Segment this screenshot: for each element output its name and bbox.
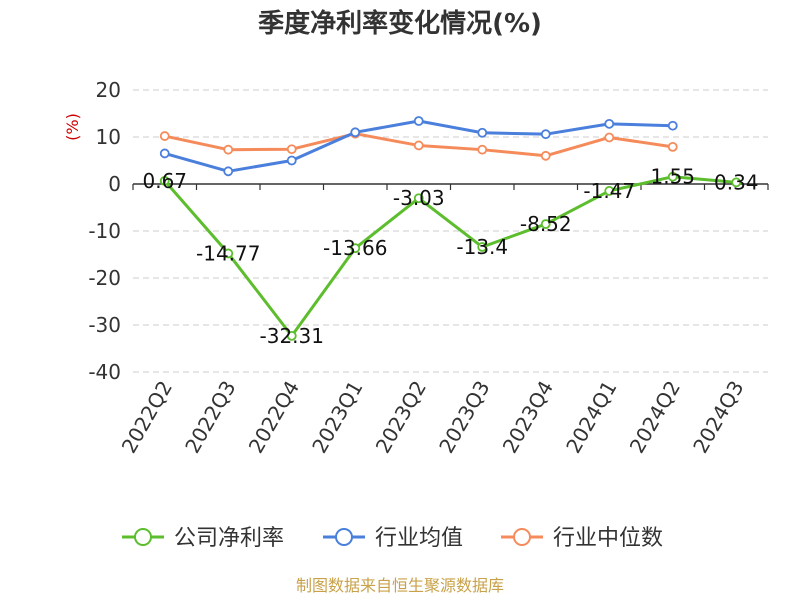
legend-label: 行业均值 <box>375 526 463 551</box>
legend-label: 行业中位数 <box>553 526 663 551</box>
data-label: -13.4 <box>456 235 508 259</box>
data-label: -1.47 <box>583 179 635 203</box>
data-point <box>286 155 297 166</box>
data-point <box>667 120 678 131</box>
data-point <box>667 171 678 182</box>
legend-marker <box>335 528 353 546</box>
y-tick-label: 0 <box>108 172 121 196</box>
data-point <box>159 148 170 159</box>
data-point <box>540 219 551 229</box>
y-tick-label: -30 <box>88 313 121 337</box>
data-point <box>350 127 361 138</box>
data-point <box>223 144 234 155</box>
y-axis-label: (%) <box>63 113 82 141</box>
data-label: -8.52 <box>520 212 572 236</box>
data-point <box>286 330 297 341</box>
data-label: 1.55 <box>650 165 695 189</box>
x-tick-label: 2024Q2 <box>625 377 685 458</box>
legend-marker <box>134 528 152 546</box>
legend-label: 公司净利率 <box>174 526 284 551</box>
data-point <box>350 243 361 254</box>
data-point <box>413 116 424 126</box>
source-note: 制图数据来自恒生聚源数据库 <box>296 576 504 595</box>
data-point <box>667 141 678 152</box>
data-point <box>477 127 488 138</box>
y-tick-label: 20 <box>96 78 121 102</box>
data-point <box>413 193 424 204</box>
data-point <box>604 132 615 143</box>
y-tick-label: -40 <box>88 360 121 384</box>
data-point <box>286 144 297 155</box>
x-tick-label: 2022Q3 <box>180 377 240 458</box>
data-point <box>159 131 170 141</box>
y-tick-label: 10 <box>96 125 121 149</box>
data-point <box>413 140 424 151</box>
x-tick-label: 2024Q3 <box>688 377 748 458</box>
data-point <box>604 186 615 196</box>
data-label: -32.31 <box>260 324 324 348</box>
data-point <box>223 248 234 259</box>
x-tick-label: 2022Q4 <box>244 377 304 458</box>
data-label: 0.34 <box>714 170 759 194</box>
data-label: -3.03 <box>393 186 445 210</box>
data-point <box>540 129 551 140</box>
data-point <box>477 144 488 155</box>
chart-title: 季度净利率变化情况(%) <box>258 8 542 39</box>
data-label: -14.77 <box>196 241 260 265</box>
data-label: -13.66 <box>323 236 387 260</box>
data-point <box>604 118 615 129</box>
x-tick-label: 2023Q4 <box>498 377 558 458</box>
x-tick-label: 2023Q3 <box>434 377 494 458</box>
y-tick-label: -10 <box>88 219 121 243</box>
y-tick-label: -20 <box>88 266 121 290</box>
legend: 公司净利率 行业均值 行业中位数 <box>122 526 663 551</box>
x-tick-label: 2023Q2 <box>371 377 431 458</box>
data-point <box>477 242 488 252</box>
data-point <box>540 150 551 161</box>
data-point <box>159 175 170 186</box>
x-tick-label: 2022Q2 <box>117 377 177 458</box>
series-line <box>163 175 737 338</box>
data-point <box>223 166 234 177</box>
grid-lines <box>133 89 768 373</box>
legend-marker <box>513 528 531 546</box>
x-tick-label: 2024Q1 <box>561 377 621 458</box>
data-point <box>731 177 742 188</box>
data-labels: 0.67 -14.77 -32.31 -13.66 -3.03 -13.4 -8.52 -1.… <box>142 165 758 348</box>
x-tick-label: 2023Q1 <box>307 377 367 458</box>
series-lines <box>159 116 742 341</box>
data-label: 0.67 <box>142 169 187 193</box>
